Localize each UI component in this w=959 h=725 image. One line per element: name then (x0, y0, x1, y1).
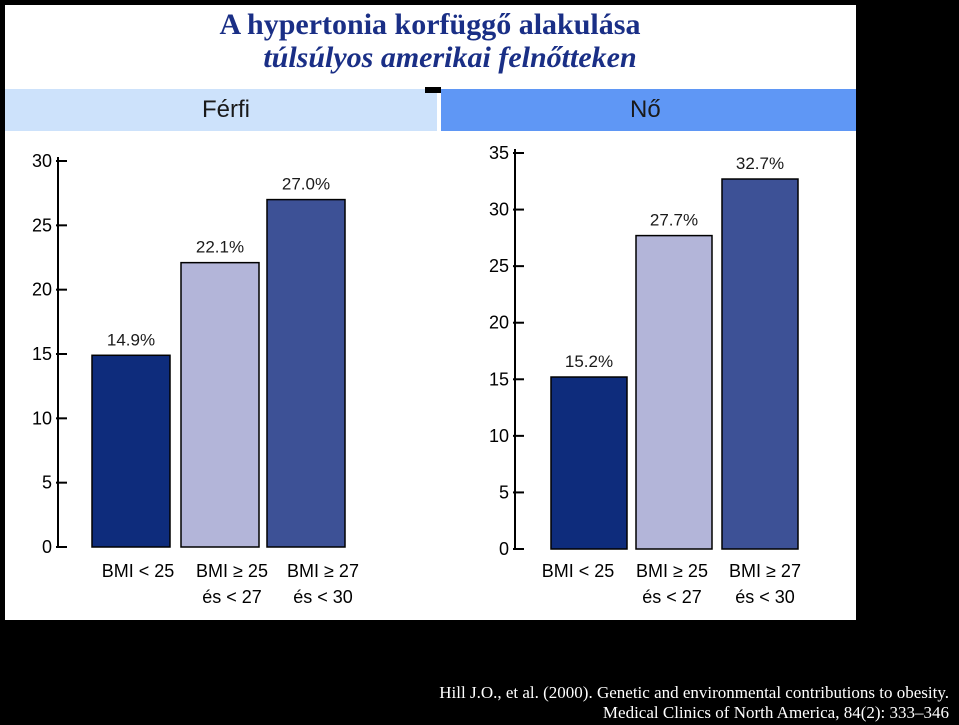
y-tick-label: 20 (489, 313, 509, 333)
x-tick-label-line: BMI < 25 (541, 561, 615, 581)
title-line-1: A hypertonia korfüggő alakulása (219, 8, 641, 41)
bar-data-label: 22.1% (196, 238, 244, 257)
x-tick-label-line: és < 30 (293, 587, 353, 607)
y-tick-label: 35 (489, 143, 509, 163)
chart-ferfi: 0 5 10 15 20 25 30 14.9% 22.1% 27.0% (32, 151, 368, 557)
x-tick-label-line: BMI ≥ 25 (636, 561, 708, 581)
bar-3 (266, 198, 346, 548)
x-tick-label: BMI < 25 (518, 558, 638, 610)
header-ferfi-label: Férfi (202, 96, 250, 123)
header-no-label: Nő (630, 96, 661, 123)
x-tick-label: BMI ≥ 25 és < 27 (172, 558, 292, 610)
header-no: Nő (441, 89, 856, 131)
bar-2 (635, 234, 713, 550)
y-tick-label: 10 (489, 426, 509, 446)
y-tick-label: 25 (32, 215, 52, 235)
y-tick-label: 15 (32, 344, 52, 364)
y-tick-label: 10 (32, 408, 52, 428)
y-tick-label: 5 (499, 482, 509, 502)
y-tick-label: 15 (489, 369, 509, 389)
x-tick-label: BMI ≥ 27 és < 30 (263, 558, 383, 610)
bar-2 (180, 261, 260, 548)
x-tick-label-line: és < 27 (202, 587, 262, 607)
x-tick-label-line: BMI ≥ 25 (196, 561, 268, 581)
y-tick-label: 0 (42, 537, 52, 557)
chart-no: 0 5 10 15 20 25 30 35 15.2% 27.7% 32.7% (489, 143, 825, 559)
bar-3 (721, 178, 799, 550)
x-tick-label: BMI < 25 (78, 558, 198, 610)
bar-data-label: 15.2% (565, 352, 613, 371)
bar-data-label: 14.9% (107, 330, 155, 349)
y-tick-label: 30 (32, 151, 52, 171)
citation-line-1: Hill J.O., et al. (2000). Genetic and en… (439, 683, 949, 702)
x-tick-label-line: és < 27 (642, 587, 702, 607)
header-ferfi: Férfi (5, 89, 437, 131)
y-tick-label: 20 (32, 280, 52, 300)
y-tick-label: 30 (489, 200, 509, 220)
title-line-2: túlsúlyos amerikai felnőtteken (263, 41, 637, 74)
x-tick-label: BMI ≥ 25 és < 27 (612, 558, 732, 610)
x-tick-label-line: és < 30 (735, 587, 795, 607)
y-tick-label: 25 (489, 256, 509, 276)
bar-data-label: 27.0% (282, 175, 330, 194)
y-tick-label: 5 (42, 473, 52, 493)
bar-1 (91, 354, 171, 548)
x-tick-label-line: BMI < 25 (101, 561, 175, 581)
bar-1 (550, 376, 628, 550)
bar-data-label: 27.7% (650, 211, 698, 230)
x-tick-label-line: BMI ≥ 27 (287, 561, 359, 581)
x-tick-label: BMI ≥ 27 és < 30 (705, 558, 825, 610)
citation: Hill J.O., et al. (2000). Genetic and en… (329, 683, 949, 723)
x-tick-label-line: BMI ≥ 27 (729, 561, 801, 581)
header-divider (425, 87, 441, 93)
slide-title: A hypertonia korfüggő alakulása túlsúlyo… (0, 8, 860, 74)
citation-line-2: Medical Clinics of North America, 84(2):… (602, 703, 949, 722)
bar-data-label: 32.7% (736, 154, 784, 173)
y-tick-label: 0 (499, 539, 509, 559)
